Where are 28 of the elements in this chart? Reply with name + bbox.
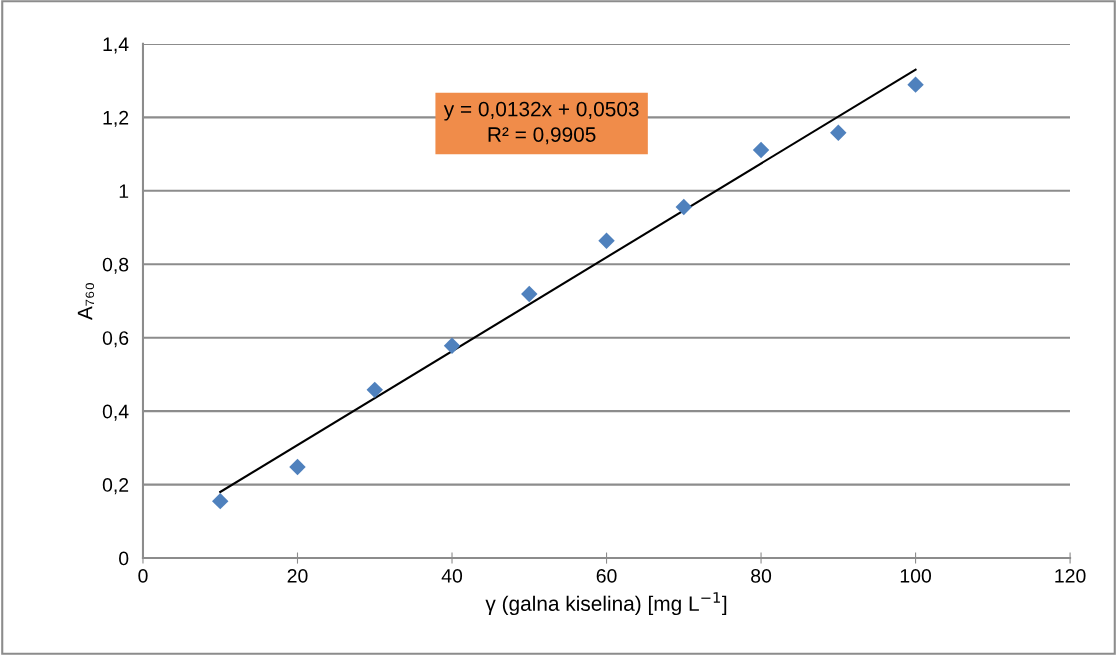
y-tick-label: 1,4 (103, 37, 129, 54)
point (752, 141, 770, 159)
y-tick-label: 0,4 (102, 404, 129, 421)
x-tick-label: 80 (751, 568, 772, 583)
annotation: y = 0,0132x + 0,0503 R² = 0,9905 (443, 101, 639, 145)
x-tick-label: 60 (596, 568, 617, 583)
x-tick-label: 120 (1055, 568, 1086, 583)
y-tick-label: 0,6 (102, 331, 129, 348)
point (443, 337, 461, 354)
point (830, 124, 847, 141)
x-tick-label: 20 (287, 568, 308, 583)
point (366, 381, 383, 399)
x-tick-label: 100 (900, 568, 932, 583)
y-tick-label: 0,8 (102, 257, 129, 274)
y-tick-label: 1 (119, 184, 129, 198)
point (675, 198, 693, 216)
point (289, 458, 306, 476)
y-tick-label: 0,2 (102, 478, 129, 495)
point (521, 285, 538, 303)
y-axis-title: A₇₆₀ (77, 283, 95, 320)
point (598, 232, 615, 249)
point (212, 492, 229, 510)
x-axis-title: γ (galna kiselina) [mg L$^{−1}$] (485, 592, 727, 616)
x-tick-label: 40 (441, 568, 463, 583)
point (907, 76, 924, 93)
y-tick-label: 1,2 (103, 110, 129, 127)
x-tick-label: 0 (138, 568, 148, 583)
y-tick-label: 0 (119, 551, 129, 566)
